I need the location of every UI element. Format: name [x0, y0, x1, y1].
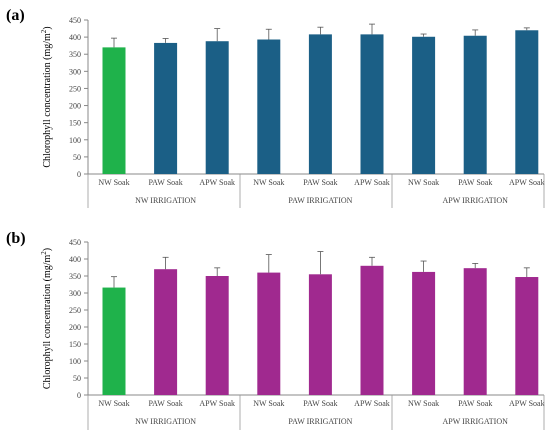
- bar: [102, 287, 126, 395]
- bar: [308, 34, 332, 174]
- x-category-label: APW Soak: [354, 399, 390, 408]
- bar: [360, 265, 384, 395]
- y-tick-label: 400: [69, 33, 81, 42]
- bar: [412, 36, 436, 174]
- y-tick-label: 400: [69, 255, 81, 264]
- panel-label: (b): [6, 230, 26, 247]
- x-category-label: NW Soak: [98, 399, 129, 408]
- y-tick-label: 50: [73, 374, 81, 383]
- y-tick-label: 0: [77, 170, 81, 179]
- bar: [257, 39, 281, 174]
- x-category-label: APW Soak: [199, 399, 235, 408]
- bar: [360, 34, 384, 174]
- y-axis-label-text: Chlorophyll concentration (mg/m: [42, 254, 53, 389]
- chart-panel-1: (a) Chlorophyll concentration (mg/m2) 0 50 1…: [6, 7, 545, 208]
- bar: [102, 47, 126, 174]
- bar: [257, 272, 281, 395]
- bar: [412, 271, 436, 395]
- x-category-label: APW Soak: [509, 399, 545, 408]
- y-tick-label: 100: [69, 357, 81, 366]
- x-category-label: NW Soak: [408, 178, 439, 187]
- x-category-label: APW Soak: [509, 178, 545, 187]
- y-axis-label-superscript: 2: [40, 251, 48, 255]
- x-group-label: PAW IRRIGATION: [288, 417, 352, 426]
- bar: [463, 35, 487, 175]
- y-tick-label: 100: [69, 136, 81, 145]
- x-category-label: PAW Soak: [148, 399, 182, 408]
- x-category-label: NW Soak: [98, 178, 129, 187]
- y-tick-label: 250: [69, 306, 81, 315]
- bar: [463, 268, 487, 395]
- y-tick-label: 250: [69, 84, 81, 93]
- x-group-label: APW IRRIGATION: [442, 417, 508, 426]
- y-axis-label: Chlorophyll concentration (mg/m2): [40, 248, 53, 389]
- x-category-label: APW Soak: [199, 178, 235, 187]
- x-category-label: NW Soak: [408, 399, 439, 408]
- y-axis-label: Chlorophyll concentration (mg/m2): [40, 26, 53, 167]
- x-category-label: NW Soak: [253, 178, 284, 187]
- x-category-label: PAW Soak: [458, 399, 492, 408]
- y-tick-label: 150: [69, 119, 81, 128]
- y-axis-label-close: ): [42, 248, 53, 251]
- y-tick-label: 350: [69, 272, 81, 281]
- bar: [205, 41, 229, 175]
- x-category-label: NW Soak: [253, 399, 284, 408]
- y-tick-label: 150: [69, 340, 81, 349]
- x-category-label: APW Soak: [354, 178, 390, 187]
- x-group-label: PAW IRRIGATION: [288, 196, 352, 205]
- x-group-label: NW IRRIGATION: [135, 417, 196, 426]
- bar: [154, 42, 178, 174]
- bar: [154, 269, 178, 395]
- x-category-label: PAW Soak: [303, 178, 337, 187]
- y-axis-label-text: Chlorophyll concentration (mg/m: [42, 33, 53, 168]
- y-tick-label: 200: [69, 102, 81, 111]
- y-tick-label: 0: [77, 391, 81, 400]
- x-group-label: NW IRRIGATION: [135, 196, 196, 205]
- y-tick-label: 300: [69, 67, 81, 76]
- y-tick-label: 200: [69, 323, 81, 332]
- bar: [205, 276, 229, 395]
- y-axis-label-superscript: 2: [40, 29, 48, 33]
- y-axis-label-close: ): [42, 26, 53, 29]
- x-group-label: APW IRRIGATION: [442, 196, 508, 205]
- y-tick-label: 50: [73, 153, 81, 162]
- chart-panel-2: (b) Chlorophyll concentration (mg/m2) 0 50 1…: [6, 230, 545, 430]
- y-tick-label: 450: [69, 238, 81, 247]
- panel-label: (a): [6, 7, 25, 24]
- y-tick-label: 300: [69, 289, 81, 298]
- y-tick-label: 450: [69, 16, 81, 25]
- y-tick-label: 350: [69, 50, 81, 59]
- bar: [515, 30, 539, 175]
- x-category-label: PAW Soak: [303, 399, 337, 408]
- bar: [308, 274, 332, 395]
- bar: [515, 277, 539, 395]
- x-category-label: PAW Soak: [458, 178, 492, 187]
- x-category-label: PAW Soak: [148, 178, 182, 187]
